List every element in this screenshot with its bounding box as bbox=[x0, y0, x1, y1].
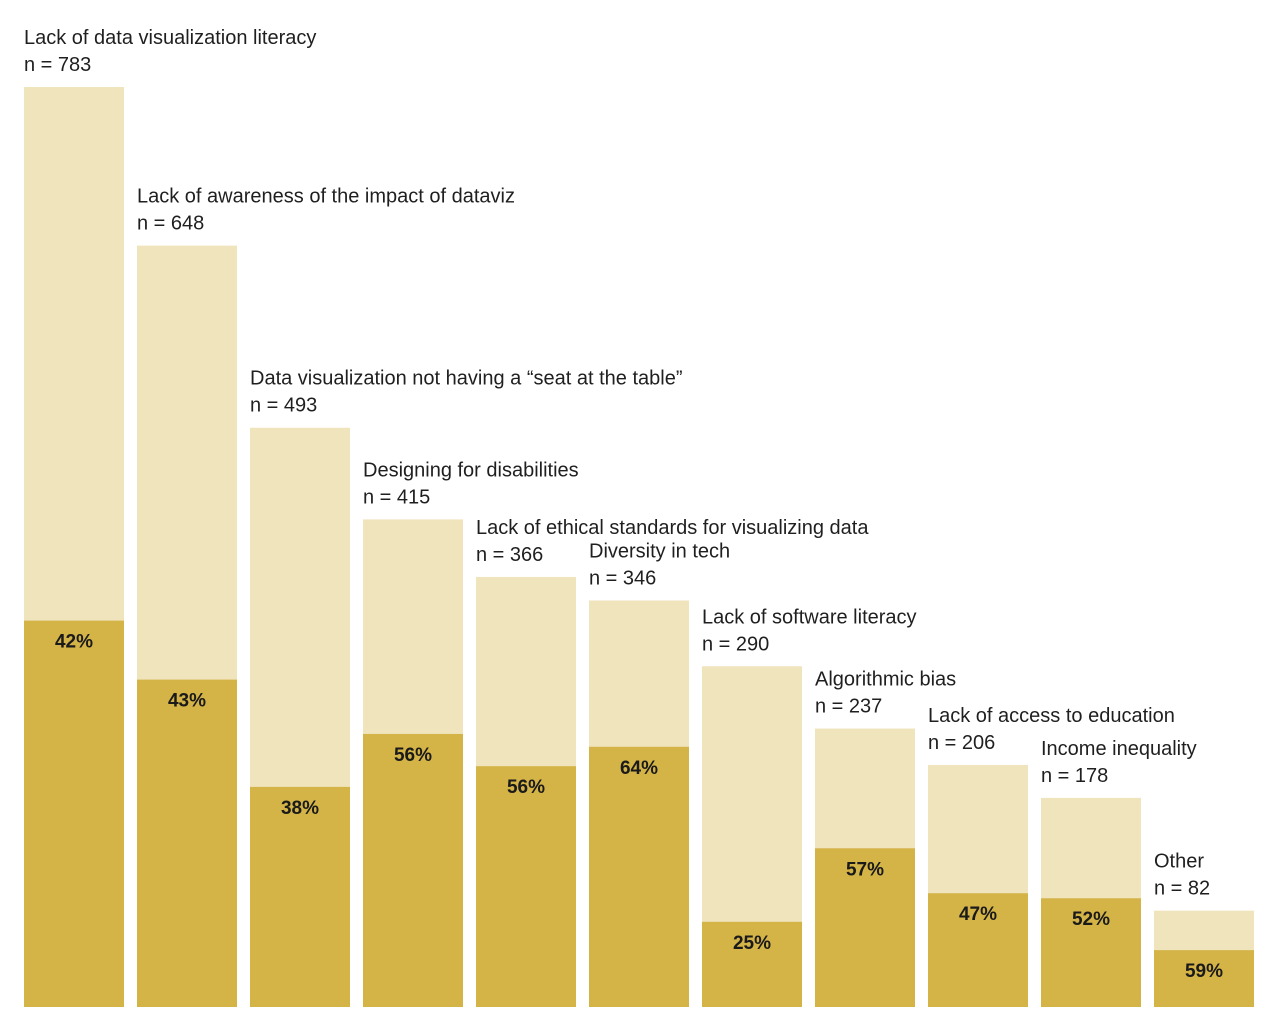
pct-label-6: 64% bbox=[620, 758, 658, 779]
bar-share-8 bbox=[815, 848, 915, 1007]
pct-label-4: 56% bbox=[394, 745, 432, 766]
bar-share-9 bbox=[928, 893, 1028, 1007]
bars-layer bbox=[24, 87, 1254, 1008]
labels-layer: 42% Lack of data visualization literacy n … bbox=[24, 27, 1223, 982]
pct-label-2: 43% bbox=[168, 691, 206, 712]
category-label-9: Lack of access to education bbox=[928, 705, 1175, 727]
n-label-5: n = 366 bbox=[476, 544, 543, 566]
category-label-11: Other bbox=[1154, 851, 1204, 873]
category-label-3: Data visualization not having a “seat at… bbox=[250, 368, 682, 390]
bar-share-1 bbox=[24, 620, 124, 1007]
n-label-1: n = 783 bbox=[24, 54, 91, 76]
n-label-3: n = 493 bbox=[250, 395, 317, 417]
category-label-1: Lack of data visualization literacy bbox=[24, 27, 316, 49]
n-label-11: n = 82 bbox=[1154, 878, 1210, 900]
n-label-9: n = 206 bbox=[928, 732, 995, 754]
bar-share-6 bbox=[589, 746, 689, 1007]
pct-label-3: 38% bbox=[281, 798, 319, 819]
bar-share-10 bbox=[1041, 898, 1141, 1007]
n-label-2: n = 648 bbox=[137, 213, 204, 235]
n-label-10: n = 178 bbox=[1041, 765, 1108, 787]
pct-label-9: 47% bbox=[959, 904, 997, 925]
n-label-7: n = 290 bbox=[702, 633, 769, 655]
pct-label-8: 57% bbox=[846, 859, 884, 880]
n-label-6: n = 346 bbox=[589, 567, 656, 589]
bar-share-2 bbox=[137, 679, 237, 1007]
bar-share-4 bbox=[363, 733, 463, 1007]
category-label-8: Algorithmic bias bbox=[815, 669, 956, 691]
category-label-2: Lack of awareness of the impact of datav… bbox=[137, 186, 515, 208]
bar-share-3 bbox=[250, 786, 350, 1007]
pct-label-1: 42% bbox=[55, 632, 93, 653]
pct-label-5: 56% bbox=[507, 777, 545, 798]
category-label-10: Income inequality bbox=[1041, 738, 1197, 760]
n-label-8: n = 237 bbox=[815, 696, 882, 718]
bar-share-7 bbox=[702, 921, 802, 1007]
n-label-4: n = 415 bbox=[363, 486, 430, 508]
pct-label-11: 59% bbox=[1185, 961, 1223, 982]
category-label-5: Lack of ethical standards for visualizin… bbox=[476, 517, 869, 539]
bar-share-11 bbox=[1154, 950, 1254, 1007]
category-label-6: Diversity in tech bbox=[589, 540, 730, 562]
bar-share-5 bbox=[476, 766, 576, 1007]
pct-label-7: 25% bbox=[733, 933, 771, 954]
pct-label-10: 52% bbox=[1072, 909, 1110, 930]
category-label-7: Lack of software literacy bbox=[702, 606, 917, 628]
category-label-4: Designing for disabilities bbox=[363, 459, 579, 481]
